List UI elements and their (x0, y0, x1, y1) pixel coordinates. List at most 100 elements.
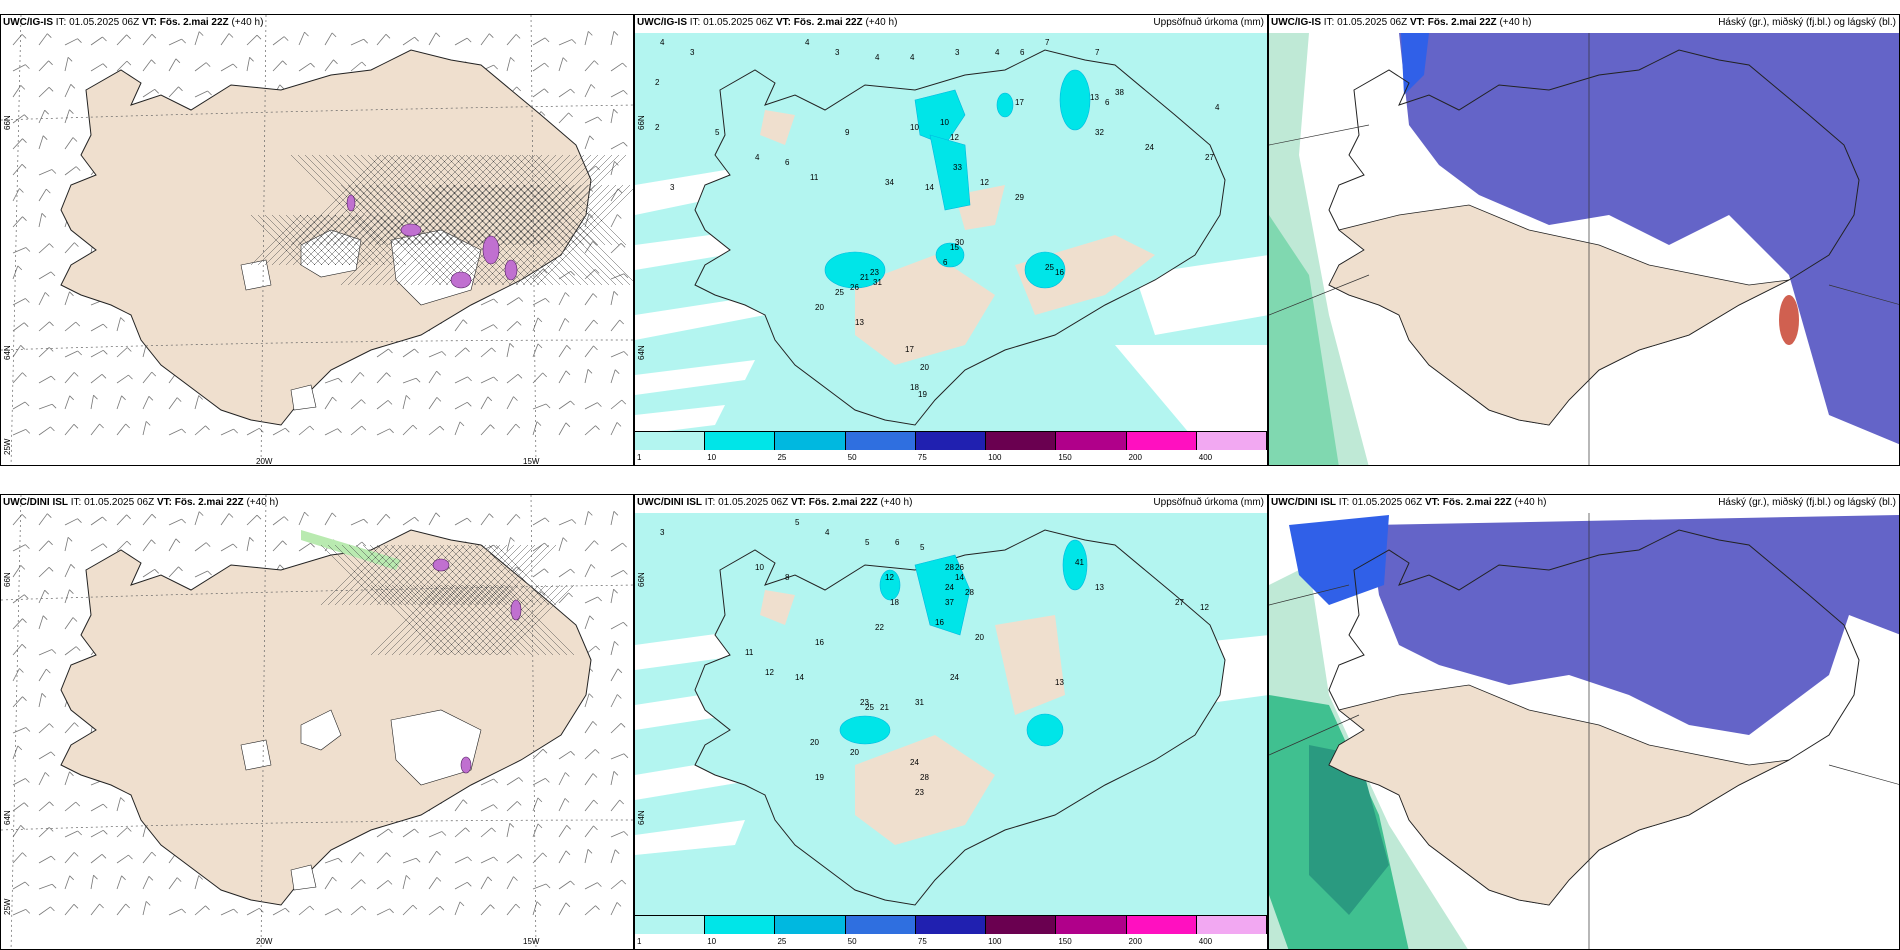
precip-value: 13 (1055, 678, 1064, 687)
wind-barb-flag (467, 882, 472, 887)
hatch-line (459, 184, 561, 286)
wind-barb (324, 377, 339, 384)
wind-barb-flag (332, 876, 337, 882)
wind-barb (38, 772, 46, 786)
wind-barb-flag (337, 857, 343, 863)
wind-barb (610, 753, 625, 760)
wind-barb (220, 908, 234, 916)
colorbar-tick-label: 50 (847, 937, 857, 946)
wind-barb-flag (25, 64, 30, 69)
wind-barb-flag (44, 589, 49, 595)
wind-barb (454, 401, 468, 410)
wind-barb (454, 421, 461, 436)
wind-barb-flag (542, 852, 547, 858)
wind-barb-flag (175, 58, 181, 64)
hatch-line (412, 584, 484, 656)
wind-barb (454, 881, 468, 890)
lat-label-66: 66N (637, 115, 646, 130)
colorbar-tick-label: 75 (917, 453, 927, 462)
wind-barb-flag (617, 668, 623, 674)
hatch-line (377, 584, 449, 656)
wind-barb-flag (493, 856, 498, 862)
wind-barb-flag (614, 849, 620, 854)
lead-time: (+40 h) (246, 497, 279, 508)
hatch-areas (320, 544, 575, 656)
precip-value: 13 (855, 318, 864, 327)
panel-top-mid-precip: UWC/IG-IS IT: 01.05.2025 06Z VT: Fös. 2.… (634, 14, 1268, 466)
wind-barb (246, 537, 250, 552)
wind-barb (272, 36, 285, 46)
wind-barb (220, 543, 234, 552)
wind-barb (584, 269, 596, 280)
wind-barb-flag (77, 38, 82, 43)
wind-barb (272, 516, 285, 526)
wind-barb-flag (435, 32, 441, 38)
wind-barb-flag (24, 594, 29, 599)
wind-barb (454, 827, 466, 838)
wind-barb-flag (565, 370, 571, 376)
wind-barb (38, 590, 46, 604)
hatch-line (396, 184, 498, 286)
panel-title: UWC/IG-IS IT: 01.05.2025 06Z VT: Fös. 2.… (1271, 17, 1531, 28)
precip-value: 28 (965, 588, 974, 597)
wind-barb (168, 58, 177, 72)
hatch-line (388, 154, 480, 246)
wind-barb-flag (620, 723, 626, 728)
wind-barb (350, 38, 364, 46)
precip-value: 28 (920, 773, 929, 782)
panel-title: UWC/IG-IS IT: 01.05.2025 06Z VT: Fös. 2.… (3, 17, 263, 28)
wind-barb-flag (588, 693, 594, 698)
wind-barb (298, 425, 311, 436)
hatch-line (440, 584, 512, 656)
init-time: IT: 01.05.2025 06Z (704, 497, 789, 508)
wind-barb-flag (593, 345, 598, 351)
wind-barb (90, 829, 104, 838)
wind-barb (610, 319, 621, 332)
wind-barb-flag (154, 569, 159, 574)
model-name: UWC/IG-IS (1271, 17, 1321, 28)
wind-barb-flag (20, 565, 26, 570)
hatch-line (311, 154, 403, 246)
wind-barb (142, 88, 155, 98)
colorbar-tick-label: 200 (1128, 937, 1142, 946)
wind-barb (12, 188, 20, 202)
wind-barb-flag (41, 213, 47, 218)
wind-barb-flag (436, 850, 441, 856)
wind-barb (12, 85, 22, 98)
wind-barb (584, 84, 592, 98)
valid-time: VT: Fös. 2.mai 22Z (141, 17, 229, 28)
precip-value: 4 (755, 153, 760, 162)
wind-barb (558, 292, 566, 306)
hatch-line (250, 214, 302, 266)
wind-barb (142, 59, 152, 72)
wind-barb-flag (536, 901, 542, 906)
precip-value: 30 (955, 238, 964, 247)
wind-barb-flag (389, 428, 394, 434)
valid-time: VT: Fös. 2.mai 22Z (156, 497, 244, 508)
wind-barb-flag (178, 86, 183, 92)
hatch-line (439, 544, 501, 606)
wind-barb (116, 854, 129, 864)
wind-barb (38, 375, 52, 384)
hatch-line (418, 544, 480, 606)
init-time: IT: 01.05.2025 06Z (1323, 17, 1408, 28)
wind-barb-flag (515, 903, 521, 909)
wind-barb (298, 511, 305, 526)
wind-barb-flag (621, 399, 627, 405)
precip-value: 17 (905, 345, 914, 354)
wind-barb (116, 34, 127, 46)
wind-barb (610, 422, 618, 436)
hatch-line (468, 584, 540, 656)
wind-barb (90, 349, 104, 358)
wind-barb (220, 428, 234, 436)
wind-barb (38, 188, 47, 202)
wind-barb-flag (20, 345, 25, 350)
wind-barb (90, 803, 104, 812)
wind-barb (64, 852, 75, 864)
wind-barb-flag (564, 798, 570, 803)
hatch-line (535, 154, 627, 246)
hatch-line (381, 154, 473, 246)
wind-barb (12, 544, 26, 552)
precip-value: 10 (940, 118, 949, 127)
